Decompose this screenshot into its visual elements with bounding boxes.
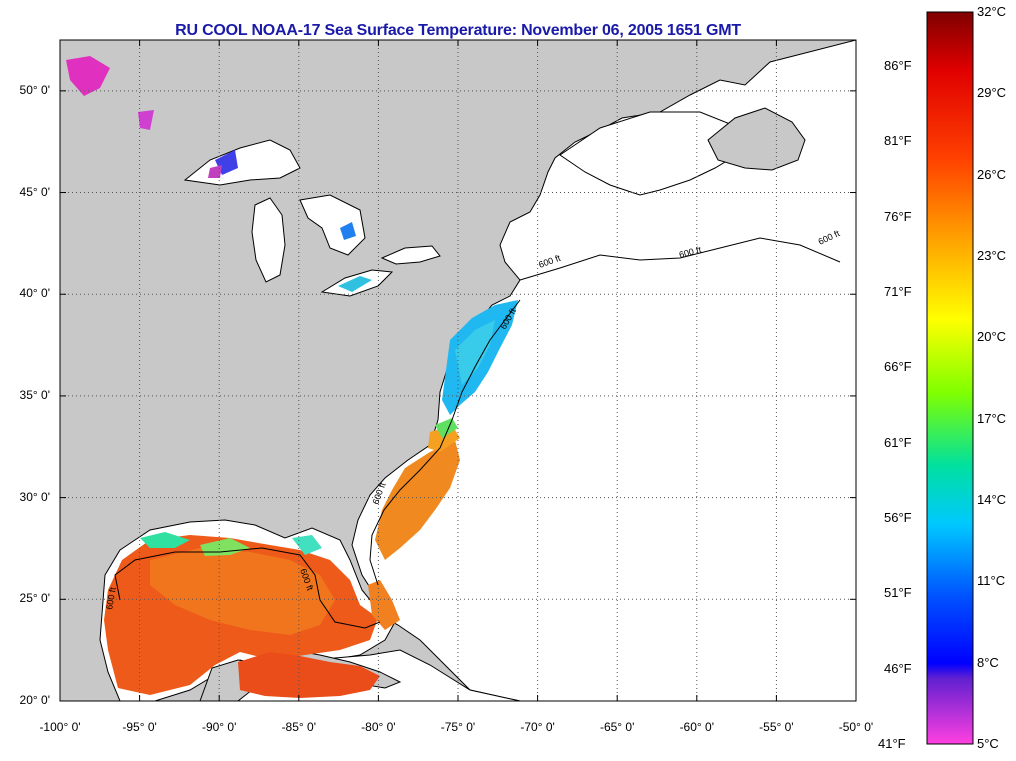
colorbar-celsius-label: 11°C xyxy=(977,573,1006,589)
isobath-600ft-gulf xyxy=(114,547,381,629)
isobath-600ft-atlantic xyxy=(369,299,521,586)
colorbar-fahrenheit-label: 71°F xyxy=(884,284,912,299)
colorbar-celsius-label: 5°C xyxy=(977,736,999,751)
lat-tick-label: 25° 0' xyxy=(19,591,50,606)
sst-hatteras xyxy=(435,418,458,438)
lake-ontario xyxy=(380,245,441,265)
colorbar-fahrenheit-label: 76°F xyxy=(884,208,912,224)
sst-gulf-coast-cool xyxy=(140,532,190,548)
sst-caribbean xyxy=(238,652,380,698)
colorbar-celsius-label: 17°C xyxy=(977,410,1007,426)
lat-tick-label: 35° 0' xyxy=(19,387,50,402)
lon-tick-label: -70° 0' xyxy=(520,720,555,734)
lat-tick-label: 20° 0' xyxy=(19,693,50,707)
colorbar-celsius-label: 8°C xyxy=(977,654,999,670)
lat-tick-label: 40° 0' xyxy=(19,286,50,301)
colorbar-fahrenheit-label: 56°F xyxy=(884,510,912,525)
sst-lake-superior xyxy=(208,165,222,178)
sst-lake-erie xyxy=(338,276,372,292)
isobath-label: 600 ft xyxy=(104,586,118,610)
lon-tick-label: -100° 0' xyxy=(39,720,81,734)
sst-gulf-coast-cool xyxy=(292,535,322,555)
gulf-of-st-lawrence xyxy=(559,111,746,196)
lake-michigan xyxy=(251,197,286,283)
lon-tick-label: -90° 0' xyxy=(201,720,237,734)
colorbar-fahrenheit-label: 46°F xyxy=(884,660,912,676)
sst-gulf-orange xyxy=(150,548,335,635)
lon-tick-label: -60° 0' xyxy=(679,720,715,734)
colorbar-fahrenheit-label: 61°F xyxy=(884,434,912,450)
colorbar-celsius-label: 26°C xyxy=(977,166,1007,182)
lon-tick-label: -65° 0' xyxy=(599,720,635,734)
isobath-600ft-north xyxy=(519,237,841,281)
sst-florida-keys xyxy=(368,580,400,630)
lat-tick-label: 45° 0' xyxy=(19,184,50,199)
lon-tick-label: -95° 0' xyxy=(122,720,157,734)
sst-lake-huron xyxy=(340,222,356,240)
colorbar-celsius-label: 20°C xyxy=(977,329,1007,345)
colorbar-celsius-label: 14°C xyxy=(977,492,1007,507)
lon-tick-label: -80° 0' xyxy=(361,720,396,734)
colorbar xyxy=(926,11,974,745)
lat-tick-label: 30° 0' xyxy=(19,489,50,504)
colorbar-fahrenheit-label: 81°F xyxy=(884,133,912,149)
lon-tick-label: -55° 0' xyxy=(759,720,794,734)
lon-tick-label: -75° 0' xyxy=(440,720,476,734)
colorbar-celsius-label: 29°C xyxy=(977,85,1007,101)
sst-northern-lakes xyxy=(138,110,154,130)
lat-tick-label: 50° 0' xyxy=(19,82,50,97)
lake-huron xyxy=(299,194,366,256)
colorbar-fahrenheit-label: 51°F xyxy=(884,585,912,601)
lon-tick-label: -50° 0' xyxy=(838,720,874,734)
lon-tick-label: -85° 0' xyxy=(281,720,317,734)
sst-mid-atlantic-bight xyxy=(455,320,495,385)
map-title: RU COOL NOAA-17 Sea Surface Temperature:… xyxy=(175,22,741,39)
sst-northern-lakes xyxy=(66,56,110,96)
newfoundland xyxy=(707,107,806,171)
colorbar-fahrenheit-label: 41°F xyxy=(878,736,906,751)
tick-marks xyxy=(59,40,857,702)
lat-lon-grid xyxy=(60,40,856,701)
colorbar-celsius-label: 23°C xyxy=(977,248,1007,263)
sst-southeast-atlantic xyxy=(375,440,460,560)
colorbar-fahrenheit-label: 66°F xyxy=(884,359,912,375)
colorbar-celsius-label: 32°C xyxy=(977,4,1007,19)
colorbar-fahrenheit-label: 86°F xyxy=(884,58,912,73)
